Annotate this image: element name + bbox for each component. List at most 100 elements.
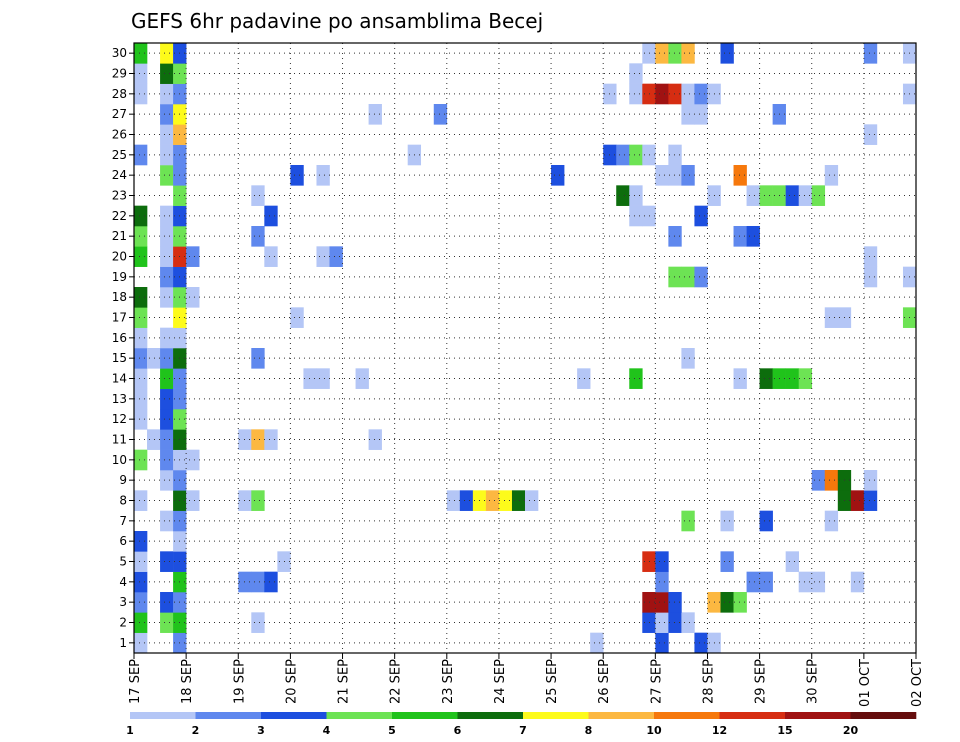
- y-tick-label: 13: [112, 392, 127, 406]
- heatmap-cell: [134, 348, 148, 369]
- y-tick-label: 17: [112, 311, 127, 325]
- heatmap-cell: [863, 266, 878, 288]
- y-tick-label: 7: [119, 514, 127, 528]
- heatmap-cell: [160, 429, 174, 450]
- heatmap-cell: [733, 368, 747, 389]
- heatmap-cell: [160, 470, 174, 491]
- x-tick-label: 01 OCT: [858, 659, 873, 707]
- heatmap-cell: [160, 104, 174, 125]
- heatmap-cell: [264, 571, 278, 593]
- y-tick-label: 23: [112, 189, 127, 203]
- heatmap-cell: [355, 368, 369, 389]
- x-axis: 17 SEP 18 SEP 19 SEP 20 SEP 21 SEP 22 SEP 23 S…: [128, 653, 925, 707]
- heatmap-cell: [863, 246, 878, 267]
- heatmap-cell: [134, 388, 148, 410]
- heatmap-cell: [251, 490, 265, 511]
- y-tick-label: 6: [119, 534, 127, 548]
- heatmap-cell: [733, 165, 747, 186]
- colorbar-swatch: [588, 712, 655, 719]
- heatmap-cell: [590, 632, 604, 654]
- heatmap-cell: [134, 632, 148, 654]
- heatmap-cell: [694, 205, 708, 227]
- heatmap-cell: [160, 551, 174, 572]
- heatmap-cell: [251, 348, 265, 369]
- x-tick-label: 19 SEP: [232, 659, 247, 704]
- heatmap-cell: [160, 63, 174, 84]
- heatmap-cell: [160, 612, 174, 633]
- colorbar-swatch: [523, 712, 589, 719]
- heatmap-cell: [629, 205, 643, 227]
- y-tick-label: 2: [119, 616, 127, 630]
- x-tick-label: 23 SEP: [441, 659, 456, 704]
- heatmap-cell: [668, 592, 682, 613]
- heatmap-cell: [134, 490, 148, 511]
- colorbar-label: 10: [646, 724, 662, 737]
- heatmap-cell: [160, 592, 174, 613]
- heatmap-cell: [759, 185, 773, 206]
- heatmap-cell: [798, 571, 813, 593]
- heatmap-cell: [316, 165, 330, 186]
- colorbar-label: 8: [585, 724, 593, 737]
- y-tick-label: 30: [112, 46, 127, 60]
- heatmap-cell: [694, 83, 708, 105]
- heatmap-cell: [655, 165, 669, 186]
- heatmap-cell: [811, 185, 826, 206]
- heatmap-cell: [134, 409, 148, 430]
- y-axis: 1234567891011121314151617181920212223242…: [112, 46, 134, 650]
- heatmap-cell: [160, 205, 174, 227]
- colorbar-swatch: [392, 712, 458, 719]
- heatmap-cell: [316, 246, 330, 267]
- heatmap-cell: [694, 632, 708, 654]
- heatmap-cell: [264, 205, 278, 227]
- heatmap-cell: [160, 409, 174, 430]
- heatmap-cell: [290, 165, 304, 186]
- y-tick-label: 19: [112, 270, 127, 284]
- colorbar-legend: 1 2 3 4 5 6 7 8 10 12 15 20: [126, 712, 917, 737]
- x-tick-label: 21 SEP: [337, 659, 352, 704]
- x-tick-label: 30 SEP: [806, 659, 821, 704]
- y-tick-label: 29: [112, 67, 127, 81]
- heatmap-cell: [668, 266, 682, 288]
- heatmap-cell: [798, 368, 813, 389]
- heatmap-cell: [655, 571, 669, 593]
- heatmap-cell: [668, 226, 682, 247]
- heatmap-cell: [863, 470, 878, 491]
- heatmap-cell: [642, 205, 656, 227]
- colorbar-swatch: [785, 712, 851, 719]
- colorbar-label: 6: [454, 724, 462, 737]
- y-tick-label: 9: [119, 473, 127, 487]
- heatmap-cell: [642, 592, 656, 613]
- heatmap-cell: [720, 510, 734, 532]
- colorbar-label: 15: [777, 724, 792, 737]
- heatmap-cell: [616, 185, 630, 206]
- heatmap-cell: [681, 266, 695, 288]
- heatmap-cell: [134, 551, 148, 572]
- heatmap-cell: [160, 348, 174, 369]
- heatmap-cell: [134, 246, 148, 267]
- y-tick-label: 21: [112, 229, 127, 243]
- heatmap-cell: [655, 83, 669, 105]
- heatmap-cell: [134, 307, 148, 328]
- heatmap-cell: [160, 327, 174, 349]
- x-tick-label: 18 SEP: [180, 659, 195, 704]
- heatmap-cell: [160, 510, 174, 532]
- heatmap-cell: [160, 449, 174, 471]
- heatmap-cell: [251, 226, 265, 247]
- heatmap-cell: [863, 490, 878, 511]
- x-tick-label: 27 SEP: [649, 659, 664, 704]
- colorbar-label: 1: [126, 724, 134, 737]
- heatmap-cell: [160, 165, 174, 186]
- heatmap-cell: [681, 104, 695, 125]
- heatmap-cell: [850, 571, 865, 593]
- heatmap-cell: [824, 307, 839, 328]
- heatmap-cell: [824, 165, 839, 186]
- plot-frame: [133, 42, 917, 654]
- y-tick-label: 1: [119, 636, 127, 650]
- y-tick-label: 15: [112, 351, 127, 365]
- x-tick-label: 17 SEP: [128, 659, 143, 704]
- colorbar-swatch: [457, 712, 524, 719]
- heatmap-cell: [459, 490, 474, 511]
- x-tick-label: 02 OCT: [910, 659, 925, 707]
- x-tick-label: 24 SEP: [493, 659, 508, 704]
- y-tick-label: 5: [119, 555, 127, 569]
